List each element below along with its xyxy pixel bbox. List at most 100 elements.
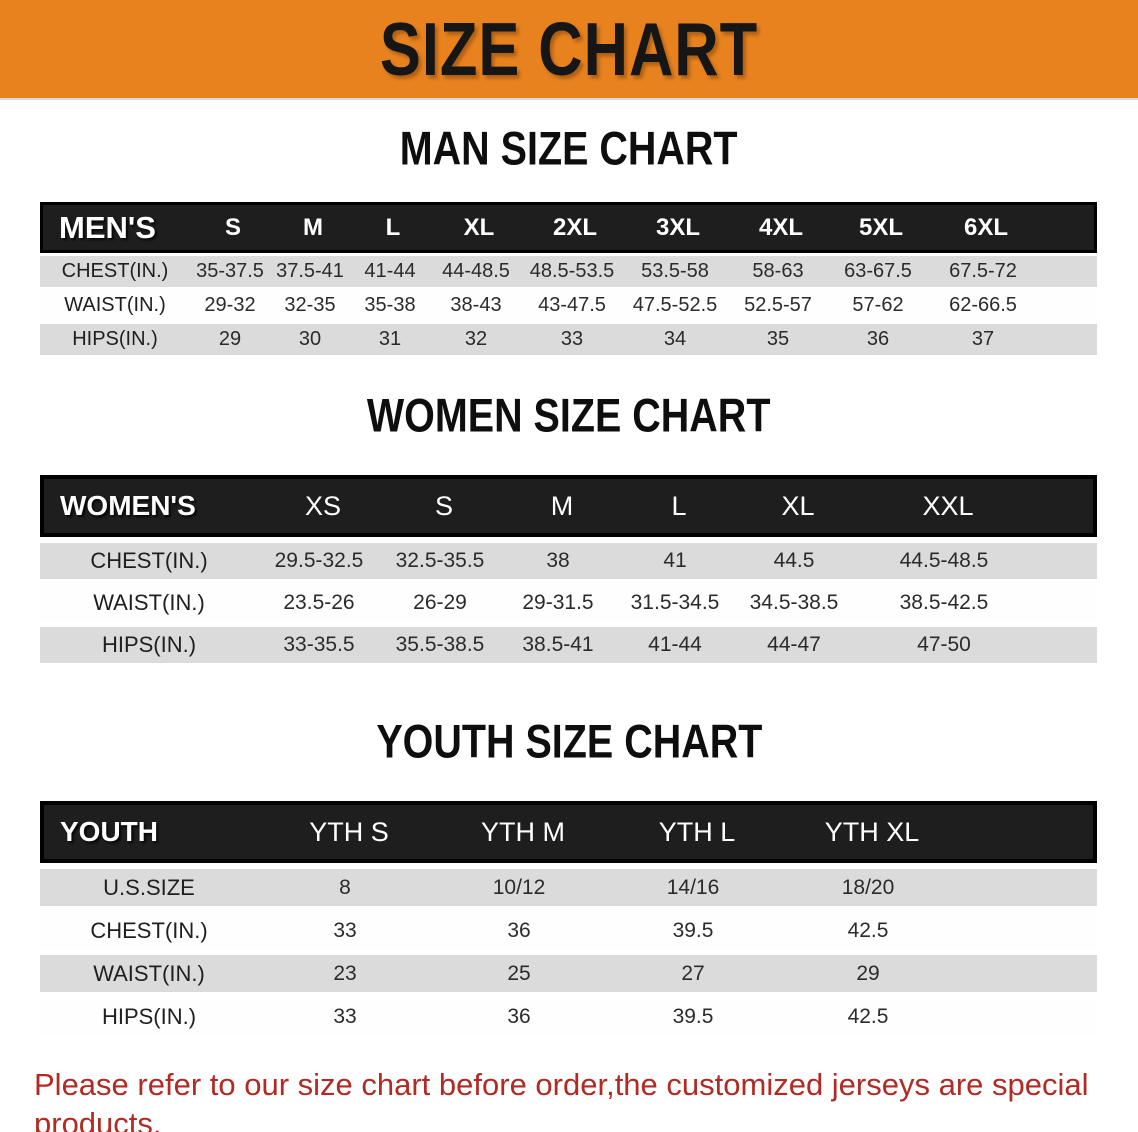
value-cell: 42.5 [847, 1004, 889, 1028]
value-cell: 39.5 [672, 918, 714, 942]
size-header-cell: 6XL [963, 213, 1008, 241]
value-cell: 26-29 [413, 591, 467, 614]
value-cell: 29-32 [204, 294, 256, 316]
size-header-cell: XS [304, 490, 342, 521]
size-header-cell: YTH L [658, 816, 736, 847]
size-header-cell: 2XL [552, 213, 597, 241]
table-row: CHEST(IN.) 29.5-32.5 32.5-35.5 38 41 44.5 44.5… [40, 543, 1097, 579]
value-cell: 43-47.5 [538, 294, 606, 316]
value-cell: 35.5-38.5 [395, 633, 485, 656]
row-label: WAIST(IN.) [93, 590, 205, 615]
value-cell: 14/16 [666, 875, 720, 899]
table-row: WAIST(IN.) 29-32 32-35 35-38 38-43 43-47.5 47.… [40, 290, 1097, 321]
value-cell: 37.5-41 [276, 260, 344, 282]
women-section-title-text: WOMEN SIZE CHART [367, 389, 771, 442]
value-cell: 36 [507, 1004, 531, 1028]
row-label: HIPS(IN.) [101, 1003, 197, 1029]
men-section-title: MAN SIZE CHART [0, 122, 1138, 182]
row-label: CHEST(IN.) [61, 260, 169, 282]
value-cell: 29 [856, 961, 880, 985]
value-cell: 34.5-38.5 [749, 591, 839, 614]
size-header-cell: XL [781, 490, 815, 521]
value-cell: 36 [507, 918, 531, 942]
youth-section-title: YOUTH SIZE CHART [0, 715, 1138, 775]
value-cell: 36 [866, 328, 890, 350]
row-label: CHEST(IN.) [90, 917, 208, 943]
value-cell: 29 [218, 328, 242, 350]
value-cell: 42.5 [847, 918, 889, 942]
men-section-title-text: MAN SIZE CHART [400, 122, 738, 175]
size-header-cell: XL [463, 213, 495, 241]
disclaimer-line-1: Please refer to our size chart before or… [34, 1067, 1089, 1132]
size-header-cell: 4XL [758, 213, 803, 241]
value-cell: 41 [663, 549, 687, 572]
value-cell: 35 [766, 328, 790, 350]
value-cell: 10/12 [492, 875, 546, 899]
value-cell: 44.5-48.5 [899, 549, 989, 572]
size-header-cell: L [385, 213, 401, 241]
row-label: U.S.SIZE [103, 874, 195, 900]
value-cell: 23.5-26 [283, 591, 355, 614]
value-cell: 8 [339, 875, 351, 899]
table-header-label: WOMEN'S [60, 490, 196, 521]
table-row: HIPS(IN.) 33-35.5 35.5-38.5 38.5-41 41-44 44-… [40, 627, 1097, 663]
row-label: WAIST(IN.) [93, 960, 205, 986]
size-header-cell: YTH XL [824, 816, 920, 847]
table-header-label: YOUTH [60, 816, 158, 847]
value-cell: 58-63 [752, 260, 804, 282]
value-cell: 38.5-42.5 [899, 591, 989, 614]
value-cell: 32.5-35.5 [395, 549, 485, 572]
women-section-title: WOMEN SIZE CHART [0, 389, 1138, 449]
youth-size-table: YOUTH YTH S YTH M YTH L YTH XL U.S.SIZE 8 10/12… [40, 801, 1097, 1035]
disclaimer: Please refer to our size chart before or… [0, 1065, 1138, 1132]
table-header-label: MEN'S [59, 209, 156, 245]
value-cell: 67.5-72 [949, 260, 1017, 282]
banner-title: SIZE CHART [379, 6, 759, 92]
value-cell: 29.5-32.5 [274, 549, 364, 572]
table-row: WAIST(IN.) 23 25 27 29 [40, 955, 1097, 992]
value-cell: 35-37.5 [196, 260, 264, 282]
value-cell: 27 [681, 961, 705, 985]
size-header-cell: YTH M [481, 816, 565, 847]
size-header-cell: XXL [922, 490, 974, 521]
youth-section-title-text: YOUTH SIZE CHART [375, 715, 763, 768]
value-cell: 31 [378, 328, 402, 350]
size-header-cell: S [224, 213, 241, 241]
value-cell: 25 [507, 961, 531, 985]
size-header-cell: M [303, 213, 323, 241]
table-row: U.S.SIZE 8 10/12 14/16 18/20 [40, 869, 1097, 906]
value-cell: 35-38 [364, 294, 416, 316]
value-cell: 31.5-34.5 [630, 591, 720, 614]
value-cell: 38-43 [450, 294, 502, 316]
value-cell: 32-35 [284, 294, 336, 316]
value-cell: 48.5-53.5 [529, 260, 615, 282]
size-header-cell: 3XL [655, 213, 700, 241]
value-cell: 41-44 [364, 260, 416, 282]
value-cell: 47.5-52.5 [632, 294, 718, 316]
value-cell: 37 [971, 328, 995, 350]
value-cell: 39.5 [672, 1004, 714, 1028]
value-cell: 23 [333, 961, 357, 985]
value-cell: 47-50 [917, 633, 971, 656]
value-cell: 63-67.5 [844, 260, 912, 282]
table-row: HIPS(IN.) 29 30 31 32 33 34 35 36 37 [40, 324, 1097, 355]
value-cell: 57-62 [852, 294, 904, 316]
value-cell: 53.5-58 [641, 260, 709, 282]
table-header-row: WOMEN'S XS S M L XL XXL [40, 475, 1097, 537]
value-cell: 33 [333, 1004, 357, 1028]
value-cell: 44.5 [773, 549, 815, 572]
value-cell: 30 [298, 328, 322, 350]
size-header-cell: S [434, 490, 453, 521]
table-row: CHEST(IN.) 33 36 39.5 42.5 [40, 912, 1097, 949]
value-cell: 29-31.5 [522, 591, 594, 614]
value-cell: 38 [546, 549, 570, 572]
value-cell: 34 [663, 328, 687, 350]
value-cell: 33-35.5 [283, 633, 355, 656]
value-cell: 18/20 [841, 875, 895, 899]
value-cell: 41-44 [648, 633, 702, 656]
size-header-cell: 5XL [858, 213, 903, 241]
womens-size-table: WOMEN'S XS S M L XL XXL CHEST(IN.) 29.5-32.5 32.5… [40, 475, 1097, 663]
row-label: HIPS(IN.) [101, 632, 197, 657]
table-row: WAIST(IN.) 23.5-26 26-29 29-31.5 31.5-34.5 34… [40, 585, 1097, 621]
size-header-cell: L [671, 490, 687, 521]
